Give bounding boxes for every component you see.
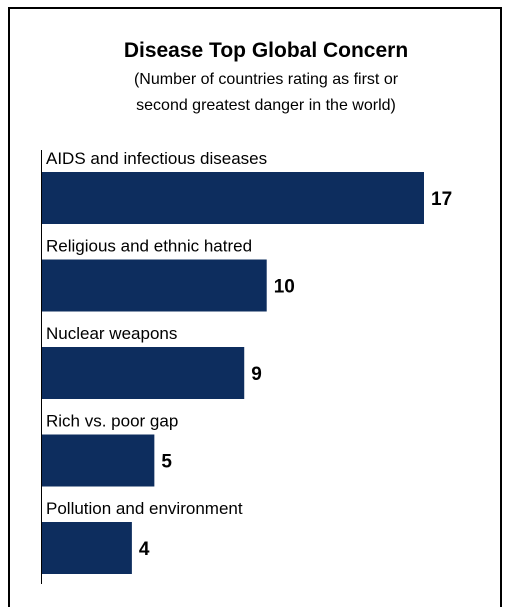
bars-group: AIDS and infectious diseases 17 Religious … — [42, 149, 452, 574]
value-label: 4 — [139, 539, 150, 560]
category-label: AIDS and infectious diseases — [46, 149, 267, 168]
category-label: Pollution and environment — [46, 499, 243, 518]
chart-subtitle-line-1: (Number of countries rating as first or — [134, 71, 399, 88]
chart-frame — [8, 7, 502, 607]
value-label: 9 — [251, 364, 262, 385]
category-label: Religious and ethnic hatred — [46, 237, 252, 256]
value-label: 10 — [274, 277, 295, 298]
value-label: 5 — [161, 452, 172, 473]
bar — [42, 434, 155, 487]
bar — [42, 172, 424, 224]
chart-subtitle-line-2: second greatest danger in the world) — [136, 97, 396, 114]
value-label: 17 — [431, 189, 452, 210]
category-label: Nuclear weapons — [46, 324, 177, 343]
bar — [42, 259, 267, 312]
category-label: Rich vs. poor gap — [46, 412, 178, 431]
bar — [42, 347, 245, 399]
bar — [42, 522, 132, 574]
chart-title: Disease Top Global Concern — [124, 39, 408, 62]
